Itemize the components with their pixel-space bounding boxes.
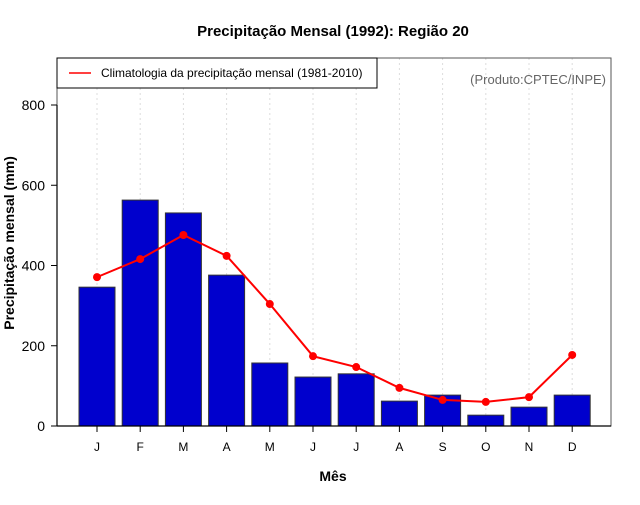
legend: Climatologia da precipitação mensal (198… [56,57,378,89]
y-tick-label: 200 [22,338,46,354]
bar [467,414,505,427]
bar [294,376,332,427]
x-tick-label: F [137,440,144,454]
x-tick-label: J [310,440,316,454]
bar [510,406,548,427]
climatology-point [136,255,145,264]
climatology-point [265,300,274,309]
bar [251,362,289,427]
climatology-line [93,231,577,406]
y-axis-label: Precipitação mensal (mm) [1,156,17,330]
climatology-point [481,397,490,406]
climatology-point [395,383,404,392]
bar [553,394,591,427]
y-tick-label: 400 [22,258,46,274]
x-tick-label: A [395,440,403,454]
climatology-point [309,352,317,361]
climatology-point [438,395,447,404]
bar [164,212,202,427]
x-tick-label: S [439,440,447,454]
climatology-point [352,363,361,372]
legend-label: Climatologia da precipitação mensal (198… [101,66,362,80]
x-tick-label: M [178,440,188,454]
climatology-point [568,350,577,359]
climatology-point [179,231,188,240]
x-tick-label: J [94,440,100,454]
climatology-point [222,251,231,260]
bar [380,400,418,427]
y-tick-label: 0 [37,418,45,434]
climatology-polyline [96,233,573,403]
bar [78,286,116,427]
product-annotation: (Produto:CPTEC/INPE) [470,72,606,87]
bar [121,199,159,427]
x-tick-label: D [568,440,577,454]
y-tick-label: 600 [22,177,46,193]
x-tick-label: M [265,440,275,454]
y-ticks: 0 200 400 600 800 [22,97,57,434]
x-tick-label: O [481,440,490,454]
bar [337,373,375,427]
bar [208,274,246,427]
x-tick-label: N [525,440,534,454]
x-axis-label: Mês [319,468,346,484]
chart-title: Precipitação Mensal (1992): Região 20 [197,23,469,40]
climatology-point [525,393,533,402]
y-tick-label: 800 [22,97,46,113]
x-tick-label: J [353,440,359,454]
legend-box [56,57,378,89]
x-tick-label: A [223,440,231,454]
climatology-point [93,273,101,282]
bars [78,199,591,427]
